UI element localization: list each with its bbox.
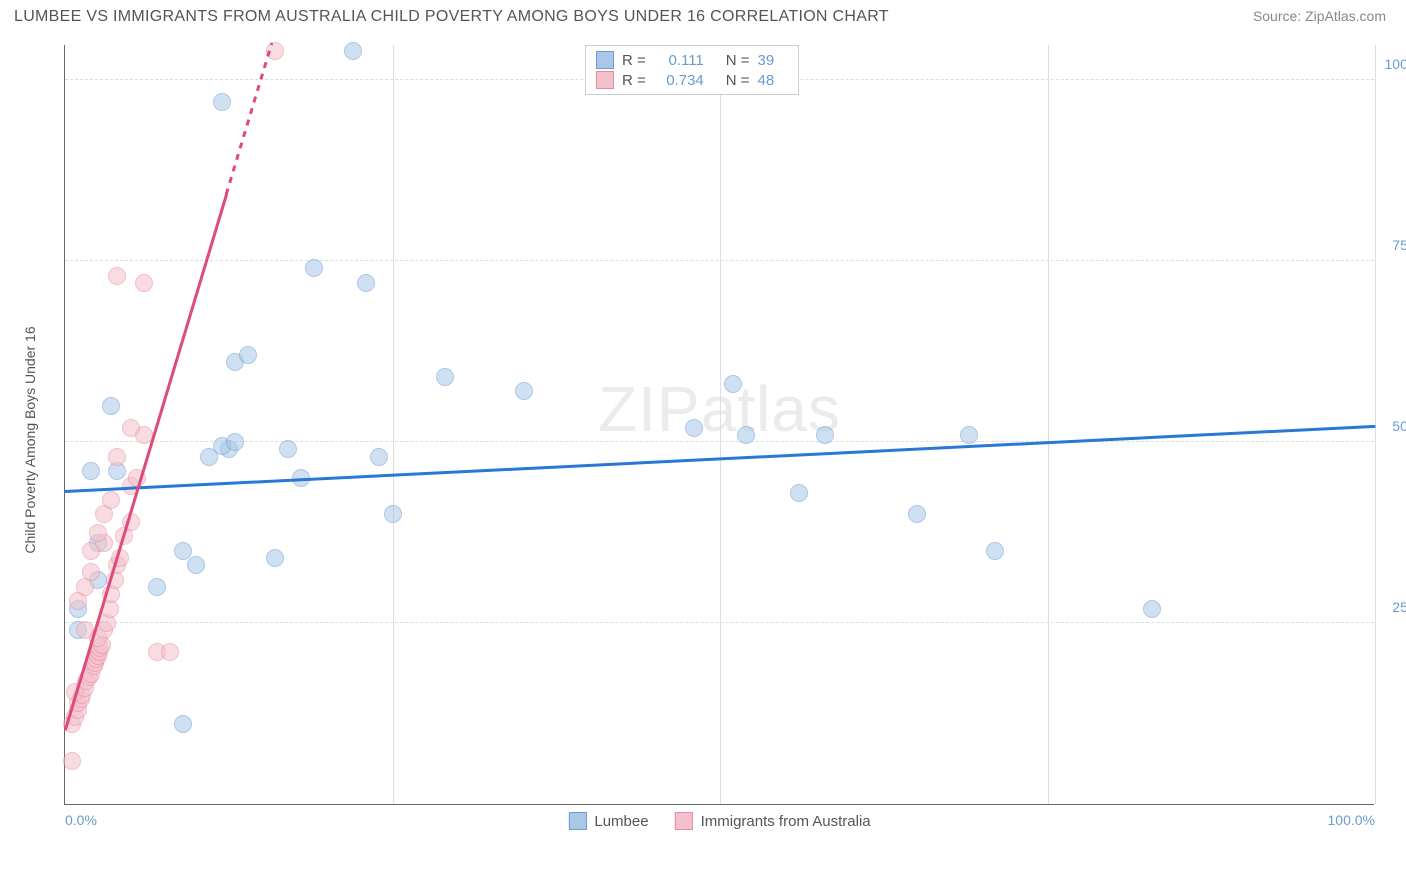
y-tick-label: 25.0% [1392, 599, 1406, 615]
data-point [82, 563, 100, 581]
legend-n-label: N = [726, 52, 750, 69]
legend-n-label: N = [726, 72, 750, 89]
legend-correlation: R = 0.111 N = 39 R = 0.734 N = 48 [585, 45, 799, 95]
legend-r-label: R = [622, 72, 646, 89]
data-point [108, 448, 126, 466]
legend-r-label: R = [622, 52, 646, 69]
y-tick-label: 75.0% [1392, 237, 1406, 253]
data-point [102, 491, 120, 509]
y-axis-title: Child Poverty Among Boys Under 16 [22, 326, 38, 553]
data-point [737, 426, 755, 444]
data-point [908, 505, 926, 523]
gridline-vertical [1048, 45, 1049, 804]
x-tick-label: 0.0% [65, 812, 97, 828]
data-point [685, 419, 703, 437]
legend-row: R = 0.111 N = 39 [596, 50, 788, 70]
data-point [187, 556, 205, 574]
data-point [279, 440, 297, 458]
data-point [266, 549, 284, 567]
data-point [135, 274, 153, 292]
data-point [724, 375, 742, 393]
chart-container: Child Poverty Among Boys Under 16 ZIPatl… [14, 30, 1394, 850]
data-point [226, 433, 244, 451]
legend-series: Lumbee Immigrants from Australia [568, 812, 870, 830]
gridline-vertical [1375, 45, 1376, 804]
plot-area: ZIPatlas 25.0%50.0%75.0%100.0%0.0%100.0%… [64, 45, 1374, 805]
data-point [816, 426, 834, 444]
data-point [960, 426, 978, 444]
data-point [122, 419, 140, 437]
x-tick-label: 100.0% [1328, 812, 1375, 828]
data-point [239, 346, 257, 364]
data-point [384, 505, 402, 523]
legend-swatch [675, 812, 693, 830]
data-point [436, 368, 454, 386]
legend-n-value: 39 [758, 52, 775, 69]
data-point [344, 42, 362, 60]
data-point [89, 524, 107, 542]
data-point [213, 93, 231, 111]
legend-swatch [596, 51, 614, 69]
legend-label: Lumbee [594, 813, 648, 830]
data-point [148, 578, 166, 596]
data-point [1143, 600, 1161, 618]
data-point [108, 267, 126, 285]
chart-title: LUMBEE VS IMMIGRANTS FROM AUSTRALIA CHIL… [14, 8, 889, 26]
legend-n-value: 48 [758, 72, 775, 89]
data-point [790, 484, 808, 502]
header: LUMBEE VS IMMIGRANTS FROM AUSTRALIA CHIL… [0, 0, 1406, 30]
source-attribution: Source: ZipAtlas.com [1253, 8, 1386, 24]
data-point [305, 259, 323, 277]
data-point [82, 462, 100, 480]
data-point [515, 382, 533, 400]
data-point [357, 274, 375, 292]
gridline-vertical [720, 45, 721, 804]
trend-line-dashed [225, 42, 273, 194]
data-point [161, 643, 179, 661]
y-tick-label: 100.0% [1385, 56, 1406, 72]
legend-label: Immigrants from Australia [701, 813, 871, 830]
legend-item: Lumbee [568, 812, 648, 830]
data-point [370, 448, 388, 466]
y-tick-label: 50.0% [1392, 418, 1406, 434]
legend-r-value: 0.734 [654, 72, 704, 89]
data-point [174, 542, 192, 560]
data-point [102, 397, 120, 415]
legend-r-value: 0.111 [654, 52, 704, 69]
legend-swatch [596, 71, 614, 89]
legend-swatch [568, 812, 586, 830]
legend-row: R = 0.734 N = 48 [596, 70, 788, 90]
data-point [63, 752, 81, 770]
legend-item: Immigrants from Australia [675, 812, 871, 830]
data-point [986, 542, 1004, 560]
gridline-vertical [393, 45, 394, 804]
data-point [174, 715, 192, 733]
